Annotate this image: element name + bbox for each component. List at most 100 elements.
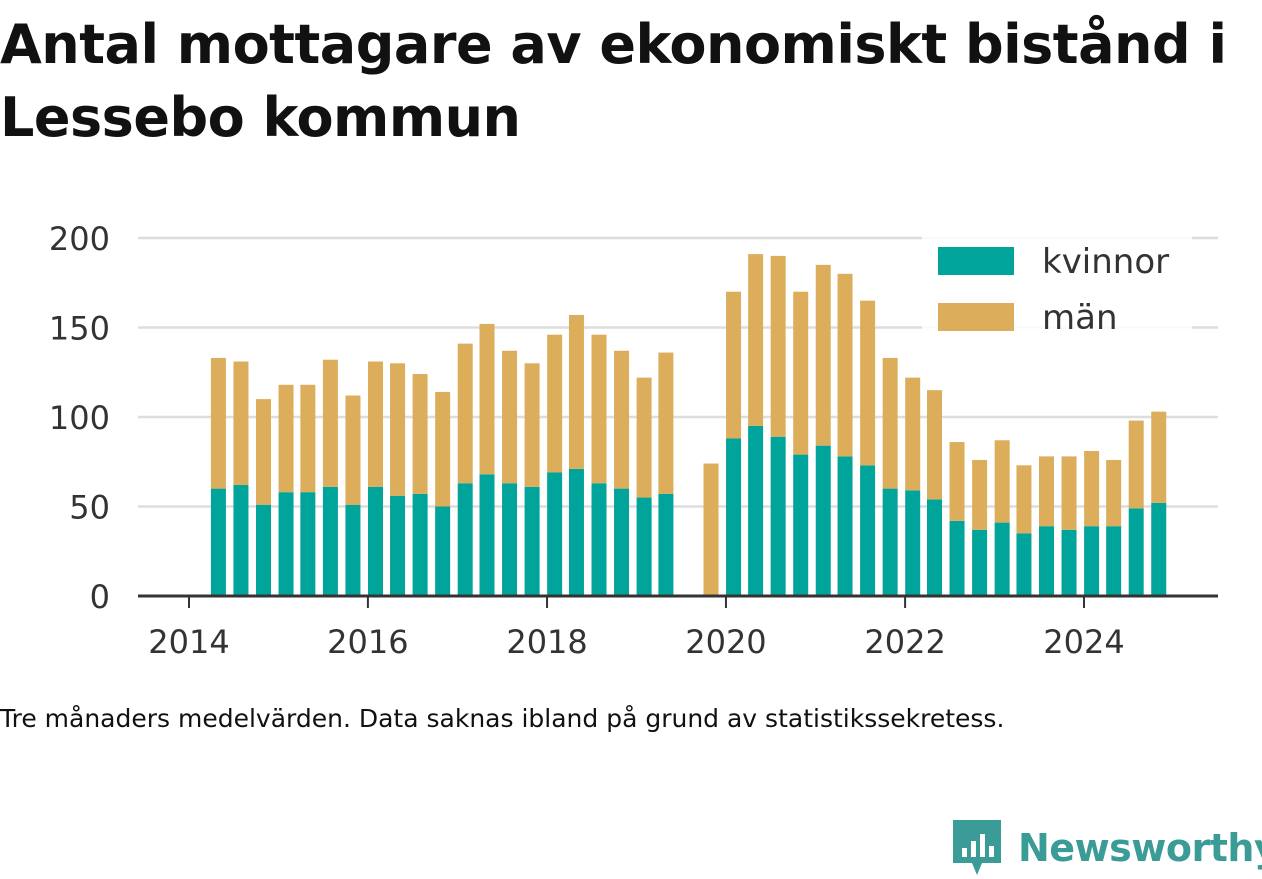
bar-man [457, 343, 473, 484]
legend: kvinnor män [922, 232, 1192, 342]
bar-kvinnor [793, 454, 809, 596]
bar-kvinnor [972, 529, 988, 596]
bar-man [636, 377, 652, 498]
bar-kvinnor [905, 490, 921, 596]
bar-kvinnor [256, 504, 272, 596]
bar-kvinnor [1084, 526, 1100, 596]
y-tick-label: 150 [49, 310, 110, 348]
bar-kvinnor [927, 499, 943, 596]
legend-swatch-kvinnor [938, 247, 1014, 275]
bar-man [882, 357, 898, 489]
bar-man [412, 374, 428, 494]
bar-kvinnor [1106, 526, 1122, 596]
bar-man [300, 384, 316, 493]
bar-kvinnor [591, 483, 607, 596]
newsworthy-logo-icon [953, 820, 1001, 875]
bar-kvinnor [502, 483, 518, 596]
x-tick-label: 2020 [685, 623, 766, 661]
x-axis: 2014 2016 2018 2020 2022 2024 [138, 594, 1218, 661]
y-tick-label: 100 [49, 399, 110, 437]
bar-man [524, 363, 540, 487]
y-tick-label: 200 [49, 220, 110, 258]
bar-kvinnor [770, 436, 786, 596]
bar-man [658, 352, 674, 494]
stacked-bar-chart: 0 50 100 150 200 2014 2016 2018 2020 2022 2024 kv… [49, 220, 1218, 661]
bar-man [435, 391, 451, 507]
bar-man [278, 384, 294, 493]
chart-title: Antal mottagare av ekonomiskt bistånd i … [0, 13, 1227, 149]
bar-man [726, 291, 742, 439]
bar-man [1106, 459, 1122, 527]
bar-kvinnor [367, 486, 383, 596]
bar-man [1061, 456, 1077, 530]
bar-kvinnor [860, 465, 876, 596]
bar-man [345, 395, 361, 505]
bar-man [614, 350, 630, 489]
bar-man [479, 323, 495, 475]
x-tick-label: 2024 [1043, 623, 1124, 661]
bar-kvinnor [210, 488, 226, 596]
y-axis-labels: 0 50 100 150 200 [49, 220, 110, 616]
brand-name: Newsworthy [1018, 826, 1262, 870]
bar-man [502, 350, 518, 484]
bar-kvinnor [837, 456, 853, 596]
bar-man [860, 300, 876, 466]
x-tick-label: 2018 [506, 623, 587, 661]
x-tick-label: 2022 [864, 623, 945, 661]
bar-kvinnor [547, 472, 563, 596]
x-tick-label: 2014 [148, 623, 229, 661]
bar-man [994, 440, 1010, 523]
bar-man [322, 359, 338, 487]
bar-kvinnor [614, 488, 630, 596]
bar-kvinnor [233, 485, 249, 596]
chart-note: Tre månaders medelvärden. Data saknas ib… [0, 704, 1005, 733]
bar-man [793, 291, 809, 455]
bar-man [949, 442, 965, 521]
bar-kvinnor [1016, 533, 1032, 596]
bar-kvinnor [412, 493, 428, 596]
bar-man [591, 334, 607, 484]
bar-kvinnor [949, 520, 965, 596]
bar-kvinnor [278, 492, 294, 596]
bar-kvinnor [390, 495, 406, 596]
x-tick-label: 2016 [327, 623, 408, 661]
y-tick-label: 50 [69, 489, 110, 527]
bar-man [547, 334, 563, 473]
bar-kvinnor [568, 468, 584, 596]
bar-man [837, 273, 853, 457]
bar-kvinnor [726, 438, 742, 596]
bar-kvinnor [815, 445, 831, 596]
bar-man [210, 357, 226, 489]
bar-man [367, 361, 383, 487]
bar-kvinnor [1061, 529, 1077, 596]
bar-man [1128, 420, 1144, 509]
newsworthy-logo: Newsworthy [950, 818, 1262, 878]
bar-man [1151, 411, 1167, 503]
bar-kvinnor [882, 488, 898, 596]
bar-man [568, 314, 584, 469]
bar-man [256, 399, 272, 505]
bar-man [815, 264, 831, 446]
bar-man [972, 459, 988, 530]
bar-kvinnor [1128, 508, 1144, 596]
bar-kvinnor [994, 522, 1010, 596]
legend-swatch-man [938, 303, 1014, 331]
bars [210, 254, 1167, 596]
bar-man [233, 361, 249, 486]
bar-kvinnor [748, 425, 764, 596]
bar-kvinnor [658, 493, 674, 596]
bar-man [1016, 465, 1032, 534]
bar-man [905, 377, 921, 491]
bar-kvinnor [345, 504, 361, 596]
bar-man [390, 363, 406, 496]
bar-man [770, 255, 786, 437]
bar-man [1084, 451, 1100, 527]
bar-man [748, 254, 764, 426]
bar-kvinnor [524, 486, 540, 596]
bar-kvinnor [1039, 526, 1055, 596]
legend-label-kvinnor: kvinnor [1042, 242, 1169, 282]
bar-kvinnor [300, 492, 316, 596]
bar-kvinnor [479, 474, 495, 596]
bar-kvinnor [435, 506, 451, 596]
bar-man [1039, 456, 1055, 527]
